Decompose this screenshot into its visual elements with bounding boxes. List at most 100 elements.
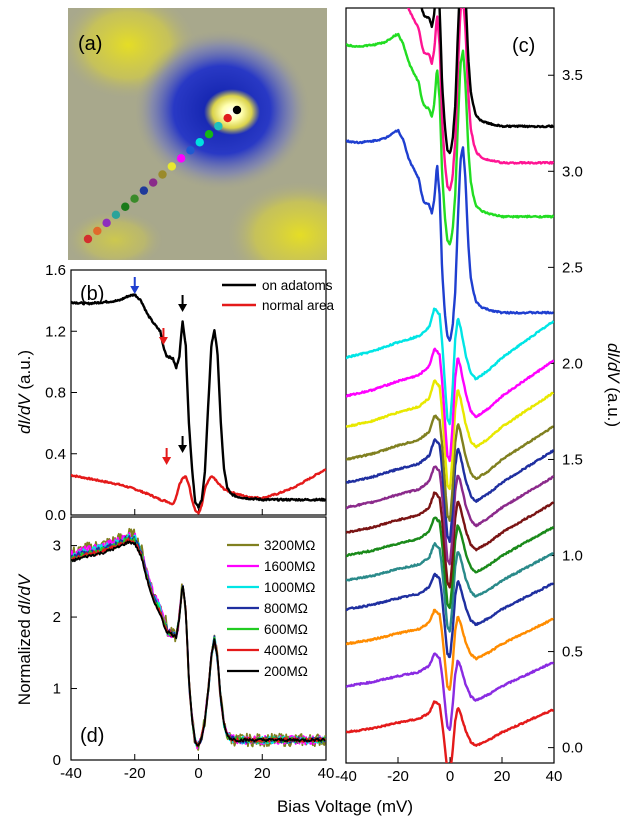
- arrow-head: [130, 286, 140, 294]
- x-tick-label: 20: [494, 768, 511, 785]
- panel-c: -40 -20 0 20 400.00.51.01.52.02.53.03.5 (c) …: [335, 7, 623, 785]
- y-tick-label: 0.0: [45, 507, 66, 524]
- spectrum-location-dot: [204, 129, 214, 139]
- spectrum-location-dot: [167, 162, 177, 171]
- y-tick-label: 2.0: [562, 355, 583, 372]
- x-tick-label: -20: [387, 768, 409, 785]
- legend-label: 400MΩ: [264, 643, 308, 658]
- y-tick-label: 1.6: [45, 262, 66, 279]
- spectrum-location-dot: [102, 218, 111, 228]
- y-axis-label: dI/dV (a.u.): [604, 343, 623, 427]
- spectrum-line: [346, 516, 554, 610]
- spectrum-line: [346, 700, 554, 763]
- panel-label-d: (d): [80, 725, 104, 747]
- spectrum-line: [346, 438, 554, 544]
- series-line: [71, 468, 326, 515]
- series-line: [71, 540, 326, 747]
- panel-b: 0.0 0.4 0.8 1.2 1.6 (b) on adatoms normal ar…: [15, 262, 335, 524]
- y-tick-label: 1.0: [562, 548, 583, 565]
- spectrum-line: [346, 652, 554, 732]
- x-tick-label: 0: [446, 768, 454, 785]
- arrow-head: [178, 304, 188, 312]
- adatom-spot: [204, 89, 260, 135]
- spectrum-location-dot: [186, 146, 195, 155]
- legend-label: 200MΩ: [264, 664, 308, 679]
- spectrum-line: [346, 32, 554, 246]
- annotation-arrow: [178, 436, 188, 453]
- spectrum-line: [346, 491, 554, 589]
- y-tick-label: 1.5: [562, 451, 583, 468]
- y-tick-label: 0: [53, 752, 61, 769]
- y-tick-label: 3: [53, 538, 61, 555]
- spectrum-line: [346, 414, 554, 522]
- spectrum-location-dot: [83, 234, 93, 244]
- spectrum-line: [420, 8, 554, 155]
- legend-label: 1600MΩ: [264, 559, 315, 574]
- y-axis-label: dI/dV (a.u.): [15, 350, 34, 434]
- annotation-arrow: [130, 277, 140, 294]
- annotation-arrow: [158, 328, 168, 345]
- panel-label-b: (b): [80, 283, 104, 305]
- spectrum-location-dot: [93, 226, 102, 236]
- spectrum-location-dot: [195, 138, 204, 147]
- legend-label: 800MΩ: [264, 601, 308, 616]
- legend-label: normal area: [262, 298, 335, 313]
- arrow-head: [162, 457, 172, 465]
- y-tick-label: 1.2: [45, 323, 66, 340]
- panel-a: [68, 8, 327, 260]
- x-tick-label: 20: [254, 765, 271, 782]
- legend: 3200MΩ 1600MΩ 1000MΩ 800MΩ 600MΩ 400MΩ 200MΩ: [227, 538, 315, 679]
- spectrum-line: [346, 347, 554, 463]
- x-tick-label: -20: [124, 765, 146, 782]
- spectrum-line: [407, 8, 554, 192]
- panel-d: -40 -20 0 20 40 0 1 2 3 (d) 3200MΩ 1600MΩ 1000MΩ 80…: [15, 516, 413, 816]
- annotation-arrow: [178, 295, 188, 312]
- annotation-arrow: [162, 448, 172, 465]
- spectrum-location-dot: [176, 154, 186, 163]
- spectrum-line: [346, 542, 554, 633]
- x-tick-label: 0: [194, 765, 202, 782]
- spectrum-line: [346, 307, 554, 426]
- spectrum-location-dot: [158, 170, 167, 179]
- y-tick-label: 0.0: [562, 740, 583, 757]
- spectrum-location-dot: [121, 202, 130, 211]
- spectrum-location-dot: [214, 121, 223, 131]
- y-tick-label: 1: [53, 681, 61, 698]
- y-tick-label: 0.8: [45, 385, 66, 402]
- spectrum-line: [346, 572, 554, 659]
- spectrum-line: [346, 465, 554, 566]
- x-axis-label: Bias Voltage (mV): [277, 797, 413, 816]
- arrow-head: [178, 445, 188, 453]
- spectrum-location-dot: [130, 194, 139, 203]
- legend-label: on adatoms: [262, 278, 333, 293]
- legend-label: 1000MΩ: [264, 580, 315, 595]
- panel-label-a: (a): [78, 33, 102, 55]
- x-tick-label: -40: [335, 768, 357, 785]
- x-tick-label: -40: [60, 765, 82, 782]
- yellow-lobe: [68, 210, 165, 260]
- legend-label: 600MΩ: [264, 622, 308, 637]
- spectrum-line: [346, 379, 554, 491]
- legend-label: 3200MΩ: [264, 538, 315, 553]
- spectrum-line: [346, 128, 554, 342]
- arrow-head: [158, 337, 168, 345]
- panel-label-c: (c): [512, 35, 535, 57]
- y-tick-label: 3.0: [562, 163, 583, 180]
- x-tick-label: 40: [318, 765, 335, 782]
- spectrum-location-dot: [223, 113, 232, 123]
- spectrum-location-dot: [232, 105, 242, 115]
- y-tick-label: 2.5: [562, 259, 583, 276]
- y-tick-label: 3.5: [562, 67, 583, 84]
- spectrum-line: [346, 608, 554, 691]
- spectrum-location-dot: [139, 186, 149, 195]
- y-axis-label: Normalized dI/dV: [15, 573, 34, 705]
- yellow-lobe: [225, 180, 327, 260]
- spectrum-location-dot: [148, 178, 158, 187]
- series-line: [71, 293, 326, 509]
- spectrum-location-dot: [111, 210, 121, 220]
- x-tick-label: 40: [546, 768, 563, 785]
- plot-frame: [70, 516, 327, 761]
- legend: on adatoms normal area: [222, 278, 335, 313]
- y-tick-label: 0.5: [562, 644, 583, 661]
